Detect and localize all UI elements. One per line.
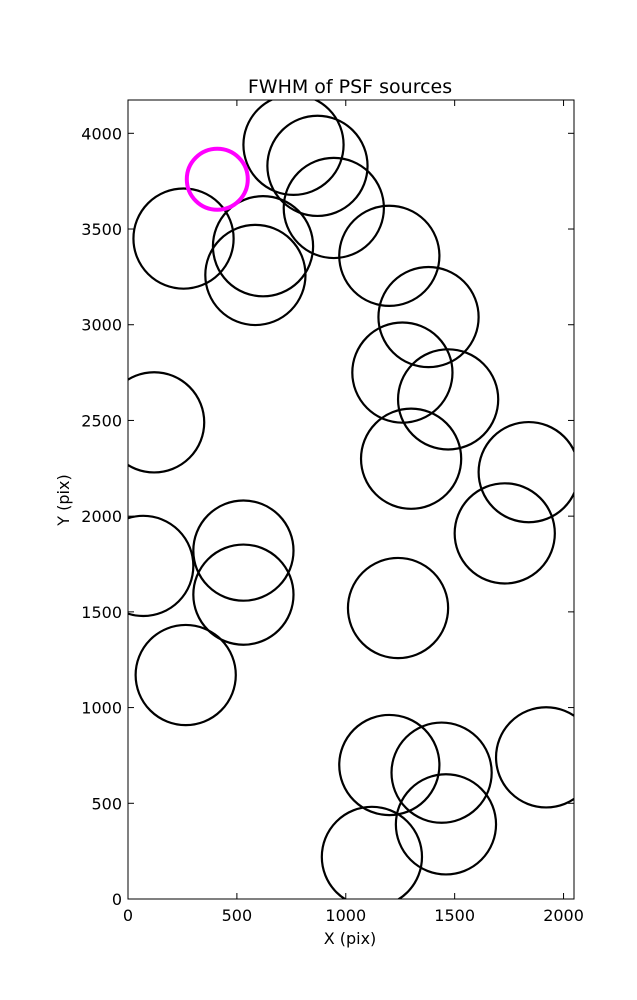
y-tick-label: 500 xyxy=(91,794,122,813)
psf-source-marker xyxy=(453,482,556,585)
psf-source-marker xyxy=(377,265,480,369)
y-tick-label: 1500 xyxy=(81,603,122,622)
marks-group xyxy=(128,100,574,899)
psf-source-marker xyxy=(192,543,295,646)
y-tick-label: 4000 xyxy=(81,124,122,143)
y-tick-label: 2000 xyxy=(81,507,122,526)
psf-source-marker xyxy=(320,805,424,899)
psf-source-marker xyxy=(128,514,195,618)
psf-source-marker xyxy=(266,114,369,218)
psf-source-marker xyxy=(346,556,450,660)
psf-source-marker xyxy=(390,721,493,824)
psf-source-marker xyxy=(132,187,235,290)
psf-source-marker xyxy=(359,407,463,510)
psf-source-marker xyxy=(338,713,441,817)
x-tick-label: 0 xyxy=(123,906,133,925)
psf-source-marker xyxy=(128,371,206,474)
psf-source-marker xyxy=(204,223,307,327)
x-tick-label: 500 xyxy=(222,906,253,925)
psf-source-marker xyxy=(282,156,385,260)
x-tick-label: 1000 xyxy=(325,906,366,925)
y-tick-label: 3000 xyxy=(81,316,122,335)
psf-source-marker xyxy=(192,499,295,602)
x-tick-label: 2000 xyxy=(543,906,584,925)
psf-source-marker xyxy=(494,706,574,809)
psf-source-marker xyxy=(211,195,315,298)
x-axis-label: X (pix) xyxy=(324,929,377,948)
ticks-group: 0 500 1000 1500 2000 0 500 1000 1500 2000 2500 3000… xyxy=(81,100,584,925)
y-tick-label: 1000 xyxy=(81,699,122,718)
psf-source-marker xyxy=(351,321,454,424)
psf-source-marker xyxy=(394,773,498,876)
chart-title: FWHM of PSF sources xyxy=(248,76,452,98)
psf-source-marker xyxy=(338,204,441,308)
highlight-source-marker xyxy=(184,146,250,212)
psf-source-marker xyxy=(477,420,574,524)
psf-source-marker xyxy=(396,348,500,451)
psf-source-marker xyxy=(134,623,237,727)
plot-frame xyxy=(127,99,575,900)
y-tick-label: 3500 xyxy=(81,220,122,239)
y-tick-label: 0 xyxy=(112,890,122,909)
y-tick-label: 2500 xyxy=(81,411,122,430)
psf-source-marker xyxy=(242,100,345,196)
x-tick-label: 1500 xyxy=(434,906,475,925)
y-axis-label: Y (pix) xyxy=(54,474,73,526)
